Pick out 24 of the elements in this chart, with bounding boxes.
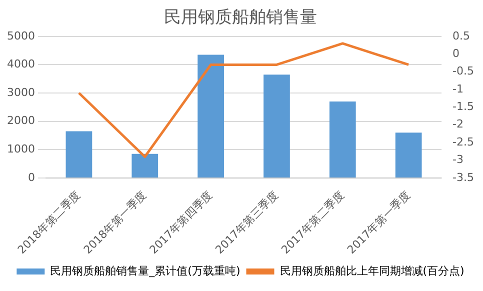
bar	[198, 54, 224, 178]
chart-title: 民用钢质船舶销售量	[164, 8, 317, 28]
y2-tick-label: -0.5	[452, 64, 474, 78]
y-tick-label: 3000	[6, 86, 35, 99]
y-tick-label: 0	[28, 170, 35, 184]
legend-label: 民用钢质船舶比上年同期增减(百分点)	[280, 264, 464, 278]
bar	[329, 102, 356, 178]
y2-tick-label: -3	[452, 153, 464, 166]
y2-tick-label: -2	[452, 118, 464, 131]
y2-tick-label: -2.5	[452, 135, 474, 148]
y-tick-label: 4000	[6, 58, 35, 71]
y2-tick-label: -1	[452, 82, 464, 96]
bar	[132, 154, 158, 178]
y2-tick-label: -1.5	[452, 100, 474, 114]
y-tick-label: 1000	[6, 142, 35, 156]
y-tick-label: 2000	[6, 114, 35, 128]
bar	[395, 132, 422, 178]
y-tick-label: 5000	[6, 29, 35, 42]
legend-label: 民用钢质船舶销售量_累计值(万载重吨)	[50, 264, 240, 278]
bar	[264, 74, 290, 178]
bar	[66, 131, 92, 178]
y2-tick-label: 0.5	[452, 29, 470, 42]
y2-tick-label: -3.5	[452, 170, 474, 184]
y2-tick-label: 0	[452, 46, 460, 60]
